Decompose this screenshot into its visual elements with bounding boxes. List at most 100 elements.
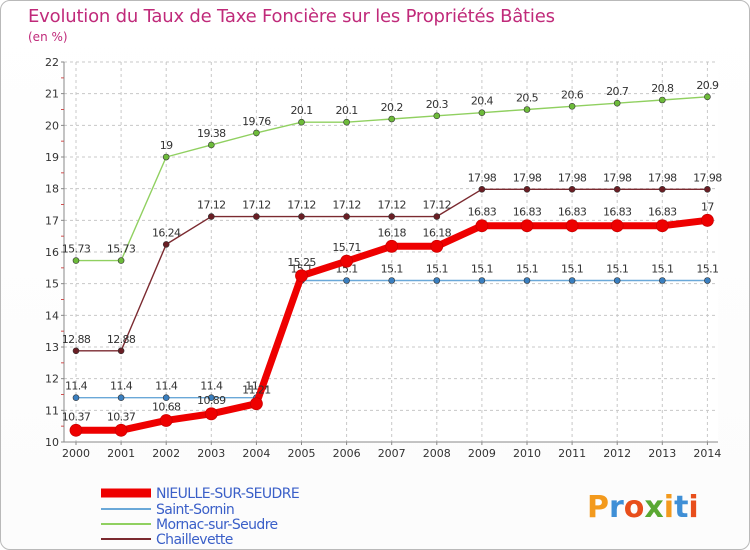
data-label: 11.4	[65, 380, 88, 393]
data-label: 10.68	[152, 400, 181, 413]
x-tick-label: 2009	[468, 447, 496, 460]
data-label: 10.89	[197, 394, 226, 407]
data-label: 17.12	[287, 199, 316, 212]
data-point	[117, 347, 125, 355]
data-point	[565, 219, 579, 233]
data-label: 17.98	[603, 171, 632, 184]
data-label: 15.1	[651, 263, 673, 276]
data-label: 17.12	[332, 199, 361, 212]
y-tick-label: 15	[45, 278, 59, 291]
x-tick-label: 2004	[242, 447, 270, 460]
y-axis-unit: (en %)	[28, 30, 68, 44]
data-label: 20.1	[290, 104, 312, 117]
data-label: 17.12	[242, 199, 271, 212]
data-label: 11.21	[242, 384, 271, 397]
data-label: 20.5	[516, 92, 539, 105]
logo-letter: P	[587, 490, 609, 525]
y-tick-label: 12	[45, 373, 59, 386]
data-point	[117, 394, 125, 401]
data-label: 20.3	[426, 98, 449, 111]
x-tick-label: 2010	[513, 447, 541, 460]
data-label: 20.2	[381, 101, 403, 114]
data-point	[478, 109, 486, 116]
data-label: 20.8	[651, 82, 674, 95]
y-tick-label: 10	[45, 436, 59, 449]
data-point	[388, 277, 396, 284]
data-label: 15.1	[561, 263, 583, 276]
data-point	[568, 277, 576, 284]
data-point	[117, 257, 125, 264]
data-point	[385, 239, 399, 253]
y-tick-label: 13	[45, 341, 59, 354]
data-point	[568, 103, 576, 110]
data-point	[658, 96, 666, 104]
data-label: 15.1	[381, 263, 403, 276]
data-point	[162, 153, 170, 161]
data-label: 16.83	[468, 206, 497, 219]
data-label: 17.98	[468, 171, 497, 184]
y-tick-label: 21	[45, 88, 59, 101]
data-label: 16.18	[423, 226, 452, 239]
data-label: 16.83	[648, 206, 677, 219]
data-point	[478, 186, 486, 193]
data-point	[162, 241, 170, 248]
data-label: 12.88	[62, 333, 91, 346]
data-point	[388, 213, 396, 220]
data-point	[343, 213, 350, 220]
y-tick-label: 20	[45, 119, 59, 132]
legend-label: Saint-Sornin	[156, 502, 234, 518]
data-point	[159, 414, 173, 427]
data-point	[298, 213, 305, 220]
data-point	[388, 115, 396, 123]
data-label: 15.25	[287, 256, 316, 269]
data-point	[298, 118, 305, 126]
data-label: 17.12	[377, 199, 406, 212]
data-point	[704, 186, 711, 193]
data-label: 16.24	[152, 226, 181, 239]
data-label: 15.71	[332, 241, 361, 254]
data-label: 16.83	[558, 206, 587, 219]
x-tick-label: 2005	[288, 447, 316, 460]
legend-label: Chaillevette	[156, 532, 233, 548]
x-tick-label: 2003	[197, 447, 225, 460]
data-point	[658, 277, 666, 284]
y-tick-label: 16	[45, 246, 59, 259]
data-point	[610, 219, 624, 233]
data-label: 11.4	[200, 380, 223, 393]
x-tick-label: 2013	[648, 447, 676, 460]
logo-letter: i	[688, 490, 699, 525]
data-label: 16.83	[513, 206, 542, 219]
data-point	[613, 186, 621, 193]
data-label: 17.12	[423, 199, 452, 212]
data-point	[343, 277, 350, 284]
data-point	[69, 423, 83, 437]
y-tick-label: 11	[45, 404, 59, 417]
data-point	[430, 239, 444, 253]
data-label: 17.98	[648, 171, 677, 184]
data-point	[208, 213, 215, 220]
data-point	[114, 423, 128, 437]
data-point	[475, 219, 489, 233]
x-tick-label: 2007	[378, 447, 406, 460]
y-tick-label: 18	[45, 183, 59, 196]
data-label: 15.1	[516, 263, 538, 276]
data-label: 20.1	[336, 104, 358, 117]
data-label: 17.98	[558, 171, 587, 184]
data-label: 15.1	[426, 263, 448, 276]
data-point	[658, 186, 666, 193]
logo-letter: o	[623, 490, 645, 525]
data-point	[704, 277, 711, 284]
data-point	[253, 129, 260, 137]
legend-label: Mornac-sur-Seudre	[156, 517, 278, 533]
proxiti-logo: Proxiti	[587, 490, 699, 525]
legend-label: NIEULLE-SUR-SEUDRE	[156, 486, 299, 502]
data-point	[701, 213, 714, 227]
data-point	[72, 257, 80, 264]
x-tick-label: 2012	[603, 447, 631, 460]
data-label: 19.38	[197, 127, 226, 140]
data-label: 20.9	[696, 79, 719, 92]
data-label: 19	[160, 139, 173, 152]
data-label: 19.76	[242, 115, 271, 128]
